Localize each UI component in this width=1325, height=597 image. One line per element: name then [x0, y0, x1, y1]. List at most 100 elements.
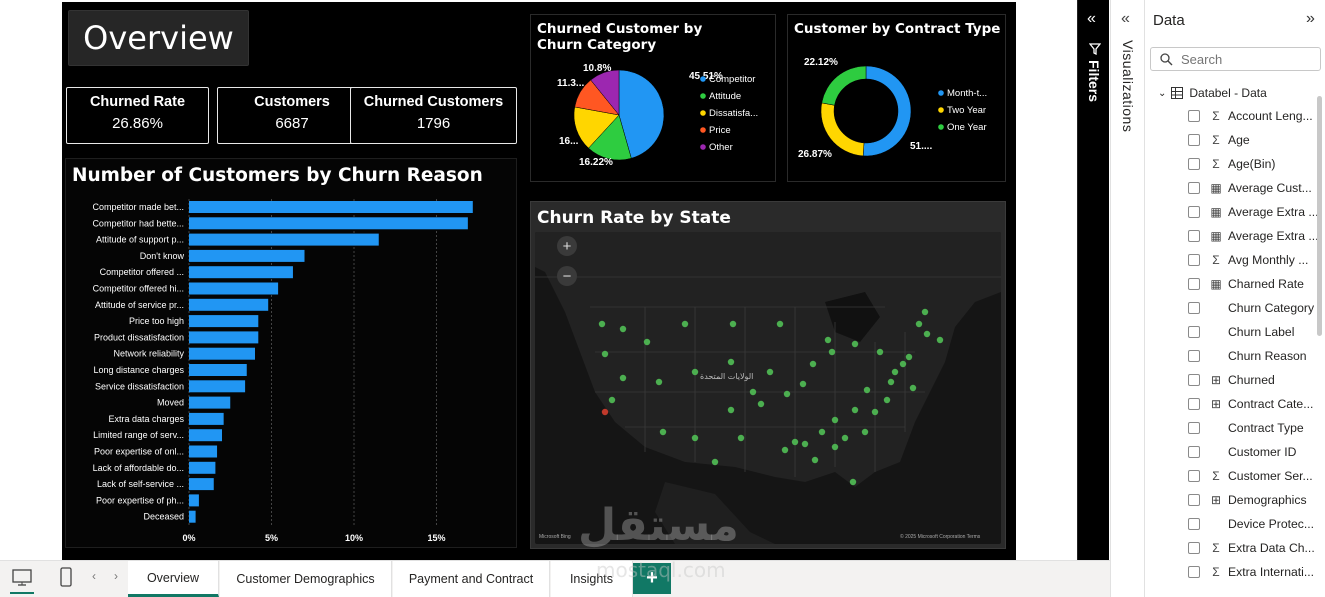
map-state-point[interactable] [915, 320, 923, 328]
field-item[interactable]: Σ Extra Internati... [1188, 562, 1314, 582]
map-state-point[interactable] [659, 428, 667, 436]
field-checkbox[interactable] [1188, 110, 1200, 122]
tab-insights[interactable]: Insights [551, 561, 633, 597]
bar[interactable] [189, 249, 305, 262]
field-checkbox[interactable] [1188, 230, 1200, 242]
map-state-point[interactable] [643, 338, 651, 346]
field-checkbox[interactable] [1188, 326, 1200, 338]
pie-chart-visual[interactable]: Churned Customer by Churn Category 45.51… [530, 14, 776, 182]
map-state-point[interactable] [851, 340, 859, 348]
field-checkbox[interactable] [1188, 422, 1200, 434]
map-state-point[interactable] [681, 320, 689, 328]
map-state-point[interactable] [598, 320, 606, 328]
map-state-point[interactable] [608, 396, 616, 404]
map-state-point[interactable] [849, 478, 857, 486]
map-state-point[interactable] [851, 406, 859, 414]
add-page-button[interactable]: + [633, 563, 671, 594]
map-state-point[interactable] [828, 348, 836, 356]
bar[interactable] [189, 217, 468, 230]
chevron-down-icon[interactable]: ⌄ [1158, 87, 1167, 99]
bar[interactable] [189, 201, 473, 213]
field-item[interactable]: Σ Age [1188, 130, 1250, 150]
bar[interactable] [189, 315, 259, 328]
map-state-point[interactable] [791, 438, 799, 446]
tab-payment-and-contract[interactable]: Payment and Contract [393, 561, 550, 597]
bar[interactable] [189, 347, 255, 360]
field-item[interactable]: Σ Extra Data Ch... [1188, 538, 1315, 558]
visualizations-label[interactable]: Visualizations [1120, 40, 1136, 133]
field-item[interactable]: Device Protec... [1188, 514, 1314, 534]
tab-customer-demographics[interactable]: Customer Demographics [220, 561, 392, 597]
field-item[interactable]: Σ Customer Ser... [1188, 466, 1313, 486]
filters-pane[interactable]: « Filters [1077, 0, 1109, 560]
map-state-point[interactable] [729, 320, 737, 328]
field-item[interactable]: ▦ Average Extra ... [1188, 226, 1319, 246]
zoom-out-button[interactable]: − [557, 266, 577, 286]
filters-label[interactable]: Filters [1086, 60, 1102, 103]
map-state-point[interactable] [936, 336, 944, 344]
map-state-point[interactable] [766, 368, 774, 376]
field-item[interactable]: ▦ Average Cust... [1188, 178, 1312, 198]
field-item[interactable]: Σ Avg Monthly ... [1188, 250, 1308, 270]
field-checkbox[interactable] [1188, 182, 1200, 194]
table-node[interactable]: ⌄ Databel - Data [1158, 83, 1267, 103]
map-state-point[interactable] [863, 386, 871, 394]
bar[interactable] [189, 233, 379, 246]
mobile-view-icon[interactable] [60, 567, 72, 587]
field-checkbox[interactable] [1188, 470, 1200, 482]
bar[interactable] [189, 380, 246, 393]
field-item[interactable]: Σ Age(Bin) [1188, 154, 1275, 174]
map-state-point[interactable] [711, 458, 719, 466]
map-state-point[interactable] [749, 388, 757, 396]
expand-visualizations-icon[interactable]: « [1121, 10, 1130, 27]
map-state-point[interactable] [831, 416, 839, 424]
map-state-point[interactable] [876, 348, 884, 356]
map-visual[interactable]: Churn Rate by State [530, 201, 1006, 549]
map-state-point[interactable] [619, 325, 627, 333]
field-checkbox[interactable] [1188, 518, 1200, 530]
map-state-point[interactable] [861, 428, 869, 436]
bar-chart-visual[interactable]: Number of Customers by Churn Reason 0% 5%… [65, 158, 517, 548]
map-state-point[interactable] [801, 440, 809, 448]
map-area[interactable]: الولايات المتحدة Microsoft Bing © 2025 M… [535, 232, 1001, 544]
zoom-in-button[interactable]: + [557, 236, 577, 256]
map-state-point[interactable] [831, 443, 839, 451]
field-checkbox[interactable] [1188, 134, 1200, 146]
field-checkbox[interactable] [1188, 542, 1200, 554]
map-state-point[interactable] [887, 378, 895, 386]
field-checkbox[interactable] [1188, 398, 1200, 410]
bar[interactable] [189, 282, 279, 295]
map-state-point[interactable] [655, 378, 663, 386]
map-state-point[interactable] [781, 446, 789, 454]
previous-page-icon[interactable]: ‹ [92, 569, 96, 583]
next-page-icon[interactable]: › [114, 569, 118, 583]
bar[interactable] [189, 396, 231, 409]
data-pane-scrollbar[interactable] [1317, 96, 1322, 336]
bar[interactable] [189, 494, 199, 507]
field-checkbox[interactable] [1188, 446, 1200, 458]
map-state-point[interactable] [691, 434, 699, 442]
field-checkbox[interactable] [1188, 254, 1200, 266]
map-state-point-highlight[interactable] [601, 408, 609, 416]
map-state-point[interactable] [783, 390, 791, 398]
bar[interactable] [189, 266, 293, 279]
tab-overview[interactable]: Overview [128, 561, 219, 597]
search-input[interactable] [1181, 51, 1311, 67]
pie-slice[interactable] [573, 106, 620, 149]
pie-slice[interactable] [588, 114, 632, 161]
map-state-point[interactable] [905, 353, 913, 361]
map-state-point[interactable] [824, 336, 832, 344]
desktop-view-icon[interactable] [12, 569, 32, 587]
field-item[interactable]: ▦ Average Extra ... [1188, 202, 1319, 222]
donut-chart-visual[interactable]: Customer by Contract Type 51.... Month-t.… [787, 14, 1006, 182]
field-item[interactable]: ⊞ Contract Cate... [1188, 394, 1313, 414]
map-state-point[interactable] [811, 456, 819, 464]
map-state-point[interactable] [899, 360, 907, 368]
field-item[interactable]: Churn Reason [1188, 346, 1307, 366]
map-state-point[interactable] [776, 320, 784, 328]
field-checkbox[interactable] [1188, 158, 1200, 170]
collapse-data-pane-icon[interactable]: » [1306, 10, 1315, 27]
bar[interactable] [189, 412, 224, 425]
bar[interactable] [189, 364, 247, 376]
field-checkbox[interactable] [1188, 278, 1200, 290]
